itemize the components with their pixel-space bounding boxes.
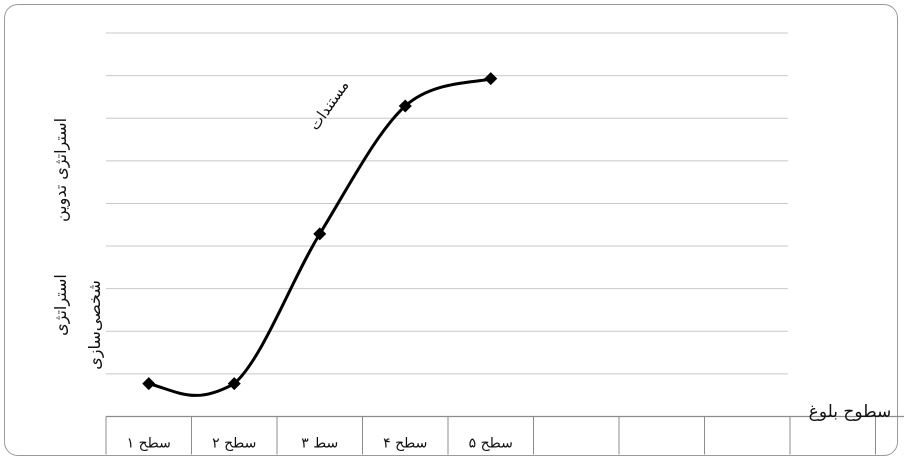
line-annotation: مستندات bbox=[305, 77, 352, 134]
y-label-lower: استراتژی bbox=[51, 274, 71, 336]
chart-frame bbox=[4, 4, 898, 456]
series-markers bbox=[142, 72, 498, 391]
data-point-marker bbox=[484, 72, 498, 86]
x-tick-label: سط ۳ bbox=[301, 436, 338, 452]
x-axis-title: سطوح بلوغ bbox=[809, 402, 892, 422]
gridlines bbox=[106, 32, 788, 375]
x-tick-labels: سطح ۱ سطح ۲ سط ۳ سطح ۴ سطح ۵ bbox=[127, 436, 513, 452]
data-point-marker bbox=[313, 227, 327, 241]
x-tick-label: سطح ۴ bbox=[383, 436, 427, 452]
x-tick-label: سطح ۱ bbox=[127, 436, 171, 452]
data-point-marker bbox=[227, 377, 241, 391]
y-label-lower-2: شخصی‌سازی bbox=[85, 280, 105, 369]
data-point-marker bbox=[398, 99, 412, 113]
data-point-marker bbox=[142, 377, 156, 391]
y-label-upper: استراتژی تدوین bbox=[51, 118, 71, 222]
x-axis bbox=[105, 415, 904, 455]
x-tick-label: سطح ۵ bbox=[469, 436, 513, 452]
x-tick-label: سطح ۲ bbox=[212, 436, 256, 452]
